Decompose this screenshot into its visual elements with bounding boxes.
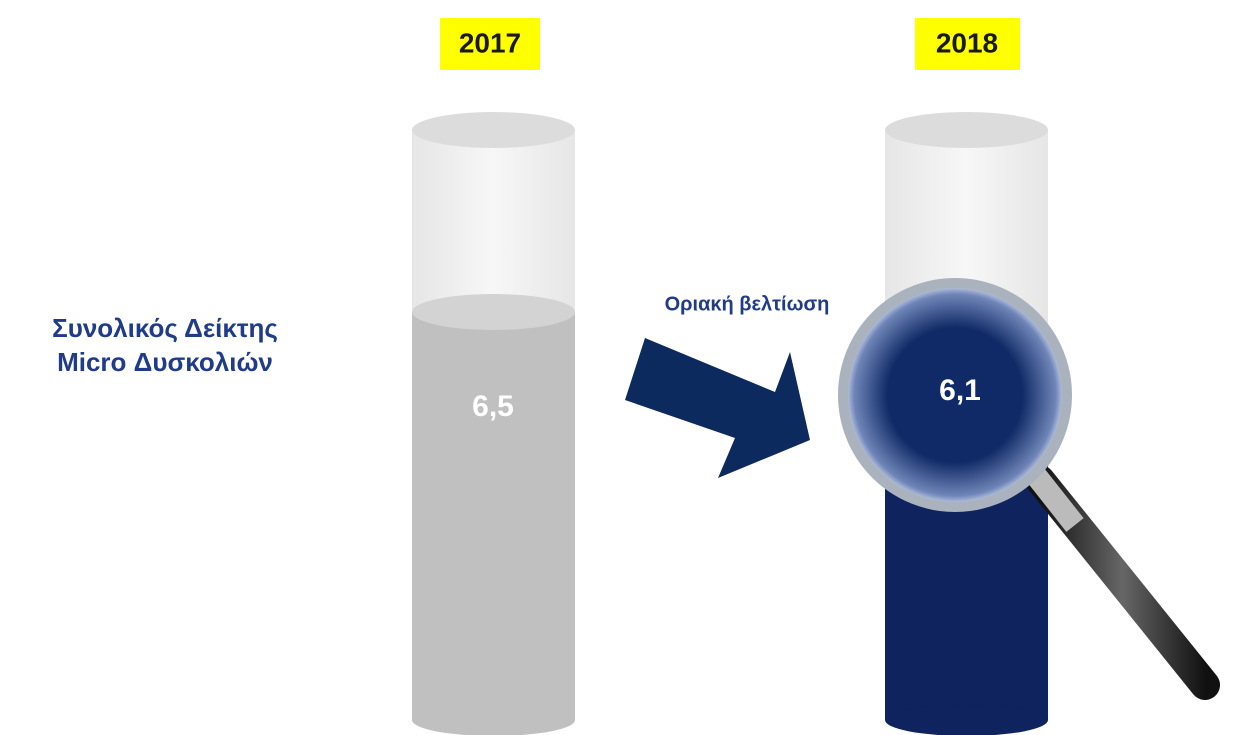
year-label: 2018 xyxy=(936,27,998,58)
value-label: 6,5 xyxy=(472,390,514,423)
year-label: 2017 xyxy=(459,27,521,58)
cylinder-fill xyxy=(412,312,575,720)
fill-top xyxy=(412,294,575,330)
title-line: Συνολικός Δείκτης xyxy=(52,313,278,343)
cylinder-bottom xyxy=(885,704,1048,735)
infographic: Συνολικός Δείκτης Micro Δυσκολιών 2017 6… xyxy=(0,0,1239,735)
value-label: 6,1 xyxy=(939,374,981,407)
title-line: Micro Δυσκολιών xyxy=(57,347,273,377)
cylinder-bottom xyxy=(412,704,575,735)
cylinder-top xyxy=(412,112,575,148)
column-2018: 2018 6,1 xyxy=(843,18,1205,735)
title: Συνολικός Δείκτης Micro Δυσκολιών xyxy=(52,313,278,377)
arrow xyxy=(625,338,810,478)
column-2017: 2017 6,5 xyxy=(412,18,575,735)
annotation: Οριακή βελτίωση xyxy=(665,293,830,315)
cylinder-top xyxy=(885,112,1048,148)
